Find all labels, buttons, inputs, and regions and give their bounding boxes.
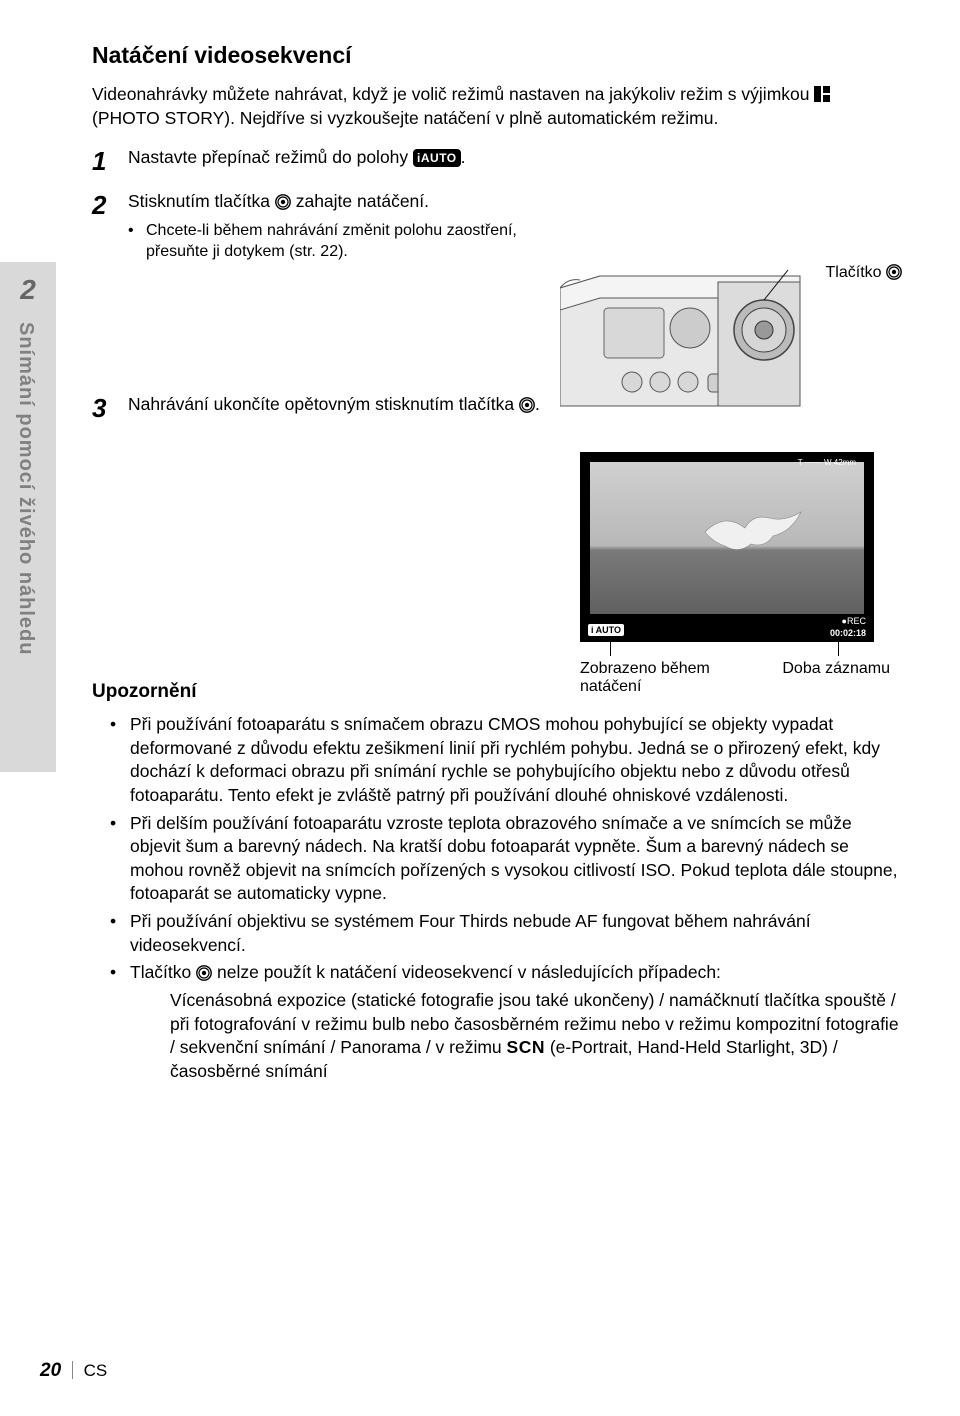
intro-text-a: Videonahrávky můžete nahrávat, když je v… <box>92 84 814 104</box>
camera-illustration: Tlačítko <box>560 228 900 413</box>
warning-item-2: • Při delším používání fotoaparátu vzros… <box>92 812 902 907</box>
photo-story-icon <box>814 85 830 101</box>
step-number: 3 <box>92 393 128 421</box>
bullet-mark: • <box>128 220 146 242</box>
record-button-icon <box>275 193 291 209</box>
callout-labels: Zobrazeno během natáčení Doba záznamu <box>580 660 890 696</box>
warning-item-4-sub: Vícenásobná expozice (statické fotografi… <box>92 989 902 1084</box>
record-button-icon <box>519 396 535 412</box>
screen-preview: i AUTO ●REC 00:02:18 T ─── W 42mm Zobraz… <box>580 452 900 696</box>
screen-zoom: T ─── W 42mm <box>798 458 856 467</box>
step-text: Nastavte přepínač režimů do polohy iAUTO… <box>128 146 902 170</box>
page-number: 20 <box>40 1360 61 1381</box>
bird-icon <box>695 504 805 564</box>
chapter-number: 2 <box>0 274 56 306</box>
warning-item-4: • Tlačítko nelze použít k natáčení video… <box>92 961 902 985</box>
bullet-mark: • <box>110 910 130 934</box>
page-title: Natáčení videosekvencí <box>92 42 902 69</box>
record-button-label: Tlačítko <box>826 264 902 282</box>
page-footer: 20 CS <box>40 1360 107 1382</box>
intro-paragraph: Videonahrávky můžete nahrávat, když je v… <box>92 83 902 130</box>
step-number: 2 <box>92 190 128 218</box>
lcd-image <box>590 462 864 614</box>
camera-svg <box>560 228 820 408</box>
step-text: Nahrávání ukončíte opětovným stisknutím … <box>128 393 548 417</box>
chapter-tab: 2 Snímání pomocí živého náhledu <box>0 262 56 772</box>
bullet-mark: • <box>110 812 130 836</box>
screen-rec-indicator: ●REC <box>842 616 866 626</box>
step-1: 1 Nastavte přepínač režimů do polohy iAU… <box>92 146 902 174</box>
page-language: CS <box>84 1361 108 1380</box>
callout-lines <box>580 642 874 656</box>
step-2-bullet: • Chcete-li během nahrávání změnit poloh… <box>128 220 568 263</box>
lcd-frame: i AUTO ●REC 00:02:18 T ─── W 42mm <box>580 452 874 642</box>
intro-text-b: (PHOTO STORY). Nejdříve si vyzkoušejte n… <box>92 108 718 128</box>
step-number: 1 <box>92 146 128 174</box>
record-button-icon <box>196 964 212 980</box>
bullet-mark: • <box>110 961 130 985</box>
iauto-icon: iAUTO <box>413 149 461 167</box>
screen-time: 00:02:18 <box>830 628 866 638</box>
callout-right: Doba záznamu <box>782 660 890 696</box>
step-text: Stisknutím tlačítka zahajte natáčení. • … <box>128 190 568 263</box>
record-button-icon <box>886 264 902 280</box>
screen-mode-badge: i AUTO <box>588 624 624 636</box>
warning-item-1: • Při používání fotoaparátu s snímačem o… <box>92 713 902 808</box>
warning-item-3: • Při používání objektivu se systémem Fo… <box>92 910 902 957</box>
bullet-mark: • <box>110 713 130 737</box>
scn-mode-label: SCN <box>507 1037 545 1057</box>
callout-left: Zobrazeno během natáčení <box>580 660 730 696</box>
chapter-label: Snímání pomocí živého náhledu <box>14 322 37 655</box>
